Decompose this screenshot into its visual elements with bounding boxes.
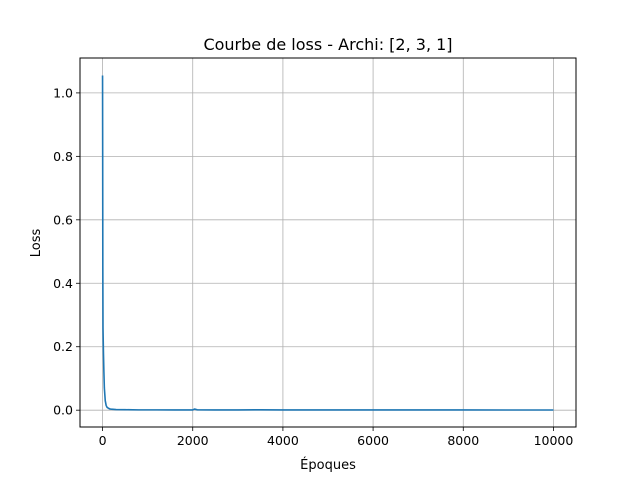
y-tick-label: 0.2 xyxy=(53,339,73,354)
y-tick-label: 0.4 xyxy=(53,276,73,291)
y-tick-label: 0.8 xyxy=(53,149,73,164)
x-tick-label: 8000 xyxy=(447,433,479,448)
chart-title: Courbe de loss - Archi: [2, 3, 1] xyxy=(203,35,452,54)
y-axis-label: Loss xyxy=(29,229,44,258)
x-axis-label: Époques xyxy=(300,457,356,473)
x-tick-label: 6000 xyxy=(357,433,389,448)
series-layer xyxy=(101,75,554,411)
y-tick-label: 0.6 xyxy=(53,212,73,227)
x-tick-label: 10000 xyxy=(534,433,574,448)
x-tick-label: 4000 xyxy=(267,433,299,448)
plot-frame xyxy=(79,57,577,428)
x-tick-label: 2000 xyxy=(177,433,209,448)
y-tick-label: 0.0 xyxy=(53,403,73,418)
x-tick-label: 0 xyxy=(99,433,107,448)
x-axis: 0 2000 4000 6000 8000 10000 xyxy=(99,427,574,448)
y-axis: 0.0 0.2 0.4 0.6 0.8 1.0 xyxy=(53,85,80,418)
loss-series-line xyxy=(101,75,554,411)
grid xyxy=(80,58,576,427)
y-tick-label: 1.0 xyxy=(53,85,73,100)
